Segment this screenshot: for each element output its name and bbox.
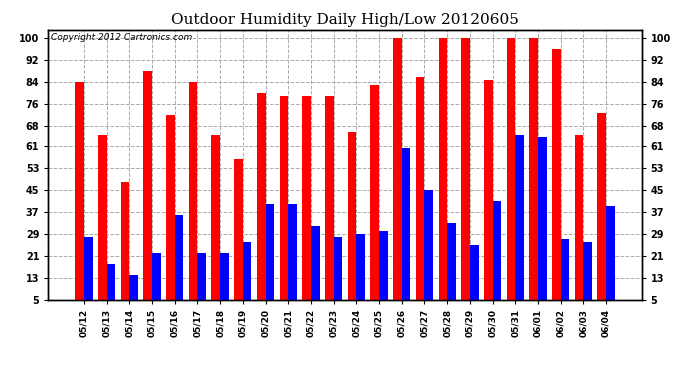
Bar bbox=[288, 204, 297, 300]
Bar bbox=[598, 112, 606, 300]
Bar bbox=[484, 80, 493, 300]
Bar bbox=[279, 96, 288, 300]
Bar bbox=[334, 237, 342, 300]
Bar bbox=[152, 253, 161, 300]
Bar bbox=[257, 93, 266, 300]
Bar bbox=[416, 77, 424, 300]
Bar bbox=[379, 231, 388, 300]
Bar bbox=[234, 159, 243, 300]
Bar bbox=[212, 135, 220, 300]
Bar bbox=[302, 96, 311, 300]
Bar bbox=[461, 38, 470, 300]
Bar bbox=[447, 223, 456, 300]
Bar bbox=[220, 253, 229, 300]
Bar bbox=[506, 38, 515, 300]
Bar bbox=[106, 264, 115, 300]
Bar bbox=[584, 242, 592, 300]
Bar bbox=[424, 190, 433, 300]
Bar bbox=[197, 253, 206, 300]
Bar bbox=[493, 201, 501, 300]
Bar bbox=[552, 49, 561, 300]
Bar bbox=[606, 206, 615, 300]
Bar bbox=[243, 242, 251, 300]
Bar bbox=[266, 204, 274, 300]
Bar bbox=[348, 132, 356, 300]
Bar bbox=[470, 245, 478, 300]
Bar bbox=[129, 275, 138, 300]
Bar bbox=[325, 96, 334, 300]
Bar bbox=[356, 234, 365, 300]
Bar bbox=[189, 82, 197, 300]
Bar bbox=[84, 237, 92, 300]
Bar bbox=[144, 71, 152, 300]
Bar bbox=[439, 38, 447, 300]
Bar bbox=[402, 148, 411, 300]
Bar bbox=[98, 135, 106, 300]
Bar bbox=[371, 85, 379, 300]
Bar bbox=[561, 239, 569, 300]
Bar bbox=[121, 182, 129, 300]
Bar bbox=[75, 82, 84, 300]
Bar bbox=[175, 214, 184, 300]
Text: Copyright 2012 Cartronics.com: Copyright 2012 Cartronics.com bbox=[51, 33, 193, 42]
Bar bbox=[515, 135, 524, 300]
Bar bbox=[529, 38, 538, 300]
Bar bbox=[311, 226, 319, 300]
Bar bbox=[575, 135, 584, 300]
Bar bbox=[166, 116, 175, 300]
Bar bbox=[538, 138, 546, 300]
Title: Outdoor Humidity Daily High/Low 20120605: Outdoor Humidity Daily High/Low 20120605 bbox=[171, 13, 519, 27]
Bar bbox=[393, 38, 402, 300]
